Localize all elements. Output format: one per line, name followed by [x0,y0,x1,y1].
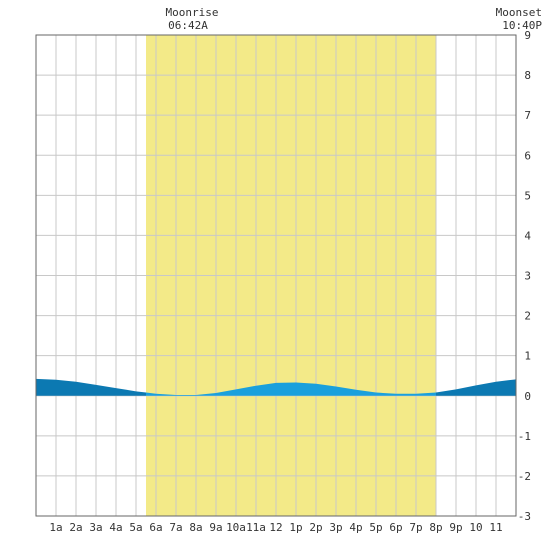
x-tick-label: 8a [189,521,202,534]
y-tick-label: 7 [524,109,531,122]
y-tick-label: 3 [524,270,531,283]
y-tick-label: 6 [524,149,531,162]
y-tick-label: 1 [524,350,531,363]
x-tick-label: 3a [89,521,102,534]
tide-fill-day [146,382,436,396]
x-tick-label: 7p [409,521,422,534]
x-tick-label: 9a [209,521,222,534]
tide-fill-night-late [436,379,516,396]
tide-fill-night-early [36,378,146,396]
x-tick-label: 6a [149,521,162,534]
x-tick-label: 3p [329,521,342,534]
grid [36,35,516,516]
x-tick-label: 7a [169,521,182,534]
y-tick-label: -1 [518,430,531,443]
x-tick-label: 5a [129,521,142,534]
x-tick-label: 9p [449,521,462,534]
x-tick-label: 5p [369,521,382,534]
y-axis-labels: 9 8 7 6 5 4 3 2 1 0 -1 -2 -3 [518,29,532,523]
tide-area [36,378,516,396]
moonset-label: Moonset [496,6,542,19]
plot-frame [35,34,517,517]
y-tick-label: 5 [524,189,531,202]
moonrise-time: 06:42A [168,19,208,32]
x-tick-label: 1a [49,521,62,534]
y-tick-label: -2 [518,470,531,483]
x-tick-label: 4a [109,521,122,534]
moonset-time: 10:40P [502,19,542,32]
y-tick-label: 9 [524,29,531,42]
y-tick-label: 2 [524,310,531,323]
x-tick-label: 2p [309,521,322,534]
x-tick-label: 8p [429,521,442,534]
x-tick-label: 2a [69,521,82,534]
y-tick-label: 8 [524,69,531,82]
x-tick-label: 4p [349,521,362,534]
y-tick-label: 4 [524,229,531,242]
x-tick-label: 12 [269,521,282,534]
x-tick-label: 11a [246,521,266,534]
y-tick-label: 0 [524,390,531,403]
moonrise-label: Moonrise [166,6,219,19]
x-tick-label: 10 [469,521,482,534]
y-tick-label: -3 [518,510,531,523]
x-tick-label: 10a [226,521,246,534]
plot-border [35,34,517,517]
x-axis-labels: 1a 2a 3a 4a 5a 6a 7a 8a 9a 10a 11a 12 1p 2p 3p 4p 5p 6p 7p… [49,521,502,534]
x-tick-label: 1p [289,521,302,534]
x-tick-label: 6p [389,521,402,534]
x-tick-label: 11 [489,521,502,534]
